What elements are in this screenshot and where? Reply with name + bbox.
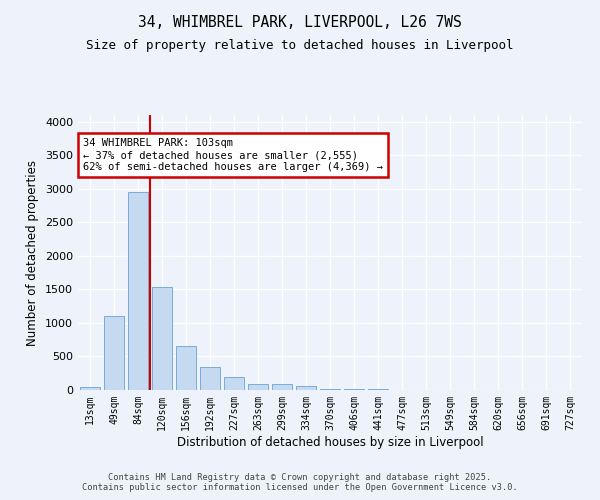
Bar <box>248 384 268 390</box>
Bar <box>320 388 340 390</box>
Bar <box>344 389 364 390</box>
Bar <box>272 384 292 390</box>
X-axis label: Distribution of detached houses by size in Liverpool: Distribution of detached houses by size … <box>176 436 484 448</box>
Text: 34 WHIMBREL PARK: 103sqm
← 37% of detached houses are smaller (2,555)
62% of sem: 34 WHIMBREL PARK: 103sqm ← 37% of detach… <box>83 138 383 172</box>
Bar <box>200 367 220 390</box>
Text: 34, WHIMBREL PARK, LIVERPOOL, L26 7WS: 34, WHIMBREL PARK, LIVERPOOL, L26 7WS <box>138 15 462 30</box>
Text: Size of property relative to detached houses in Liverpool: Size of property relative to detached ho… <box>86 38 514 52</box>
Bar <box>104 316 124 390</box>
Text: Contains HM Land Registry data © Crown copyright and database right 2025.
Contai: Contains HM Land Registry data © Crown c… <box>82 473 518 492</box>
Bar <box>152 288 172 390</box>
Bar <box>128 192 148 390</box>
Bar <box>224 377 244 390</box>
Y-axis label: Number of detached properties: Number of detached properties <box>26 160 40 346</box>
Bar <box>176 346 196 390</box>
Bar <box>80 386 100 390</box>
Bar <box>296 386 316 390</box>
